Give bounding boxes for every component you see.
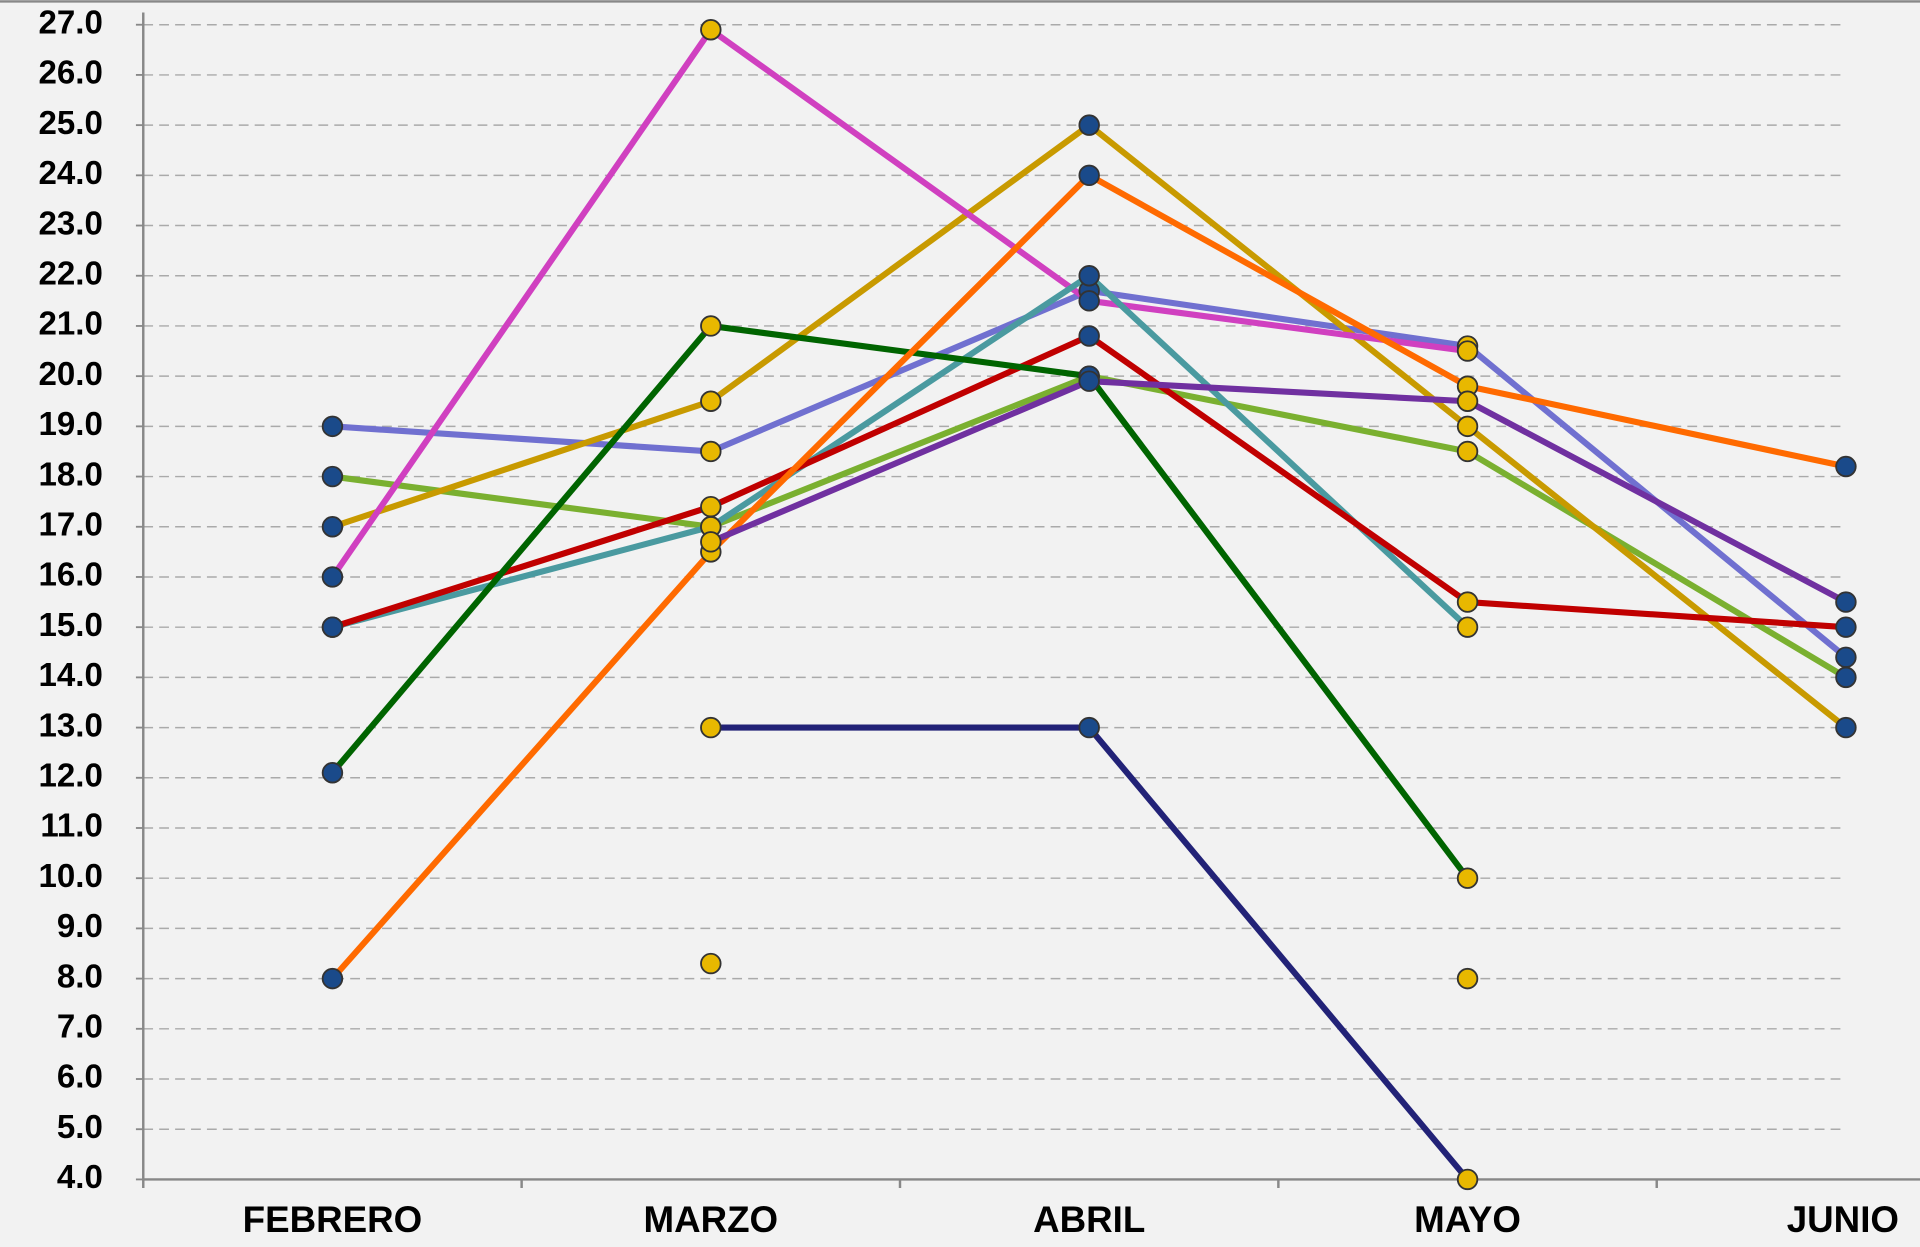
point-marker: [1078, 370, 1100, 392]
point-marker: [1456, 591, 1479, 613]
point-marker: [1835, 646, 1857, 669]
y-tick-label: 13.0: [39, 707, 103, 744]
point-marker: [1456, 616, 1479, 638]
point-marker: [1456, 415, 1479, 438]
point-marker: [1456, 1168, 1479, 1191]
point-marker: [700, 19, 722, 41]
y-tick-label: 12.0: [39, 758, 103, 795]
series-line: [329, 26, 1468, 579]
point-marker: [1456, 967, 1479, 990]
y-tick-label: 16.0: [39, 557, 103, 594]
point-marker: [700, 440, 722, 463]
point-marker: [321, 616, 344, 638]
point-marker: [321, 465, 344, 488]
y-tick-label: 24.0: [39, 155, 103, 192]
y-tick-label: 17.0: [39, 506, 103, 543]
point-marker: [321, 566, 344, 588]
y-tick-label: 19.0: [39, 406, 103, 443]
x-tick-label: MAYO: [1414, 1199, 1521, 1240]
y-tick-label: 27.0: [39, 4, 103, 41]
y-tick-label: 23.0: [39, 205, 103, 242]
point-marker: [1078, 114, 1100, 136]
series-line: [331, 272, 1470, 631]
point-marker: [1456, 440, 1479, 463]
point-marker: [1456, 390, 1479, 412]
series-line: [330, 322, 1470, 881]
point-marker: [1835, 455, 1857, 478]
point-marker: [700, 716, 722, 739]
y-tick-label: 25.0: [39, 105, 103, 142]
point-marker: [1078, 164, 1100, 187]
y-tick-label: 10.0: [39, 858, 103, 895]
point-marker: [700, 390, 722, 412]
point-marker: [1456, 340, 1479, 362]
y-tick-label: 9.0: [57, 908, 103, 945]
point-marker: [1078, 325, 1100, 347]
point-marker: [1078, 265, 1100, 287]
x-tick-label: ABRIL: [1033, 1199, 1145, 1240]
point-marker: [1456, 867, 1479, 889]
point-marker: [700, 495, 722, 518]
x-tick-label: FEBRERO: [243, 1199, 423, 1240]
y-tick-label: 6.0: [57, 1059, 103, 1096]
point-marker: [1835, 666, 1857, 689]
point-marker: [321, 516, 344, 538]
x-tick-label: MARZO: [644, 1199, 779, 1240]
y-tick-label: 22.0: [39, 255, 103, 292]
y-tick-label: 21.0: [39, 306, 103, 343]
point-marker: [1835, 716, 1857, 739]
point-marker: [321, 967, 344, 990]
point-marker: [700, 531, 722, 553]
y-tick-label: 4.0: [57, 1159, 103, 1196]
y-tick-label: 15.0: [39, 607, 103, 644]
series-line: [709, 378, 1848, 605]
point-marker: [700, 315, 722, 337]
y-tick-label: 8.0: [57, 958, 103, 995]
point-marker: [1078, 716, 1100, 739]
y-tick-label: 26.0: [39, 55, 103, 92]
point-marker: [321, 762, 344, 784]
y-tick-label: 7.0: [57, 1009, 103, 1046]
x-tick-label: JUNIO: [1787, 1199, 1899, 1240]
point-marker: [700, 952, 722, 975]
point-marker: [1835, 591, 1857, 613]
y-tick-label: 11.0: [40, 808, 102, 845]
point-marker: [1835, 616, 1857, 638]
y-tick-label: 20.0: [39, 356, 103, 393]
point-marker: [1078, 290, 1100, 312]
y-tick-label: 14.0: [39, 657, 103, 694]
point-marker: [321, 415, 344, 438]
y-tick-label: 18.0: [39, 456, 103, 493]
series-line: [710, 724, 1470, 1182]
y-tick-label: 5.0: [57, 1109, 103, 1146]
